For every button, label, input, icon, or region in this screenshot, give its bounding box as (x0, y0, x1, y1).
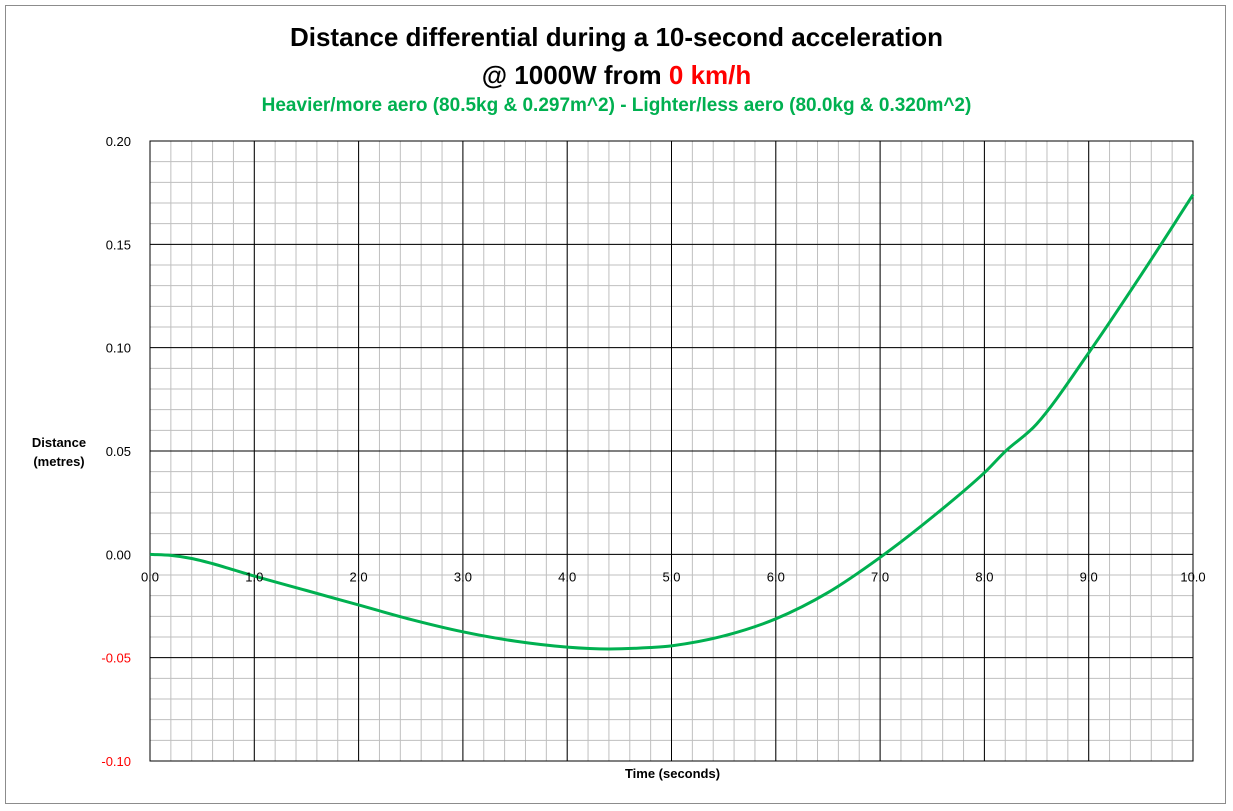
title-line2-prefix: @ 1000W from (481, 60, 669, 90)
tick-labels: -0.10 -0.05 0.00 0.05 0.10 0.15 0.20 0.0 1.0 2.0 3… (101, 134, 1205, 769)
x-tick-label: 4.0 (558, 569, 576, 584)
y-tick-label: -0.10 (101, 754, 131, 769)
x-tick-label: 9.0 (1080, 569, 1098, 584)
x-tick-label: 0.0 (141, 569, 159, 584)
chart-title-line2: @ 1000W from 0 km/h (0, 60, 1233, 91)
x-axis-label: Time (seconds) (624, 766, 721, 781)
series-line (149, 193, 1195, 651)
x-tick-label: 7.0 (871, 569, 889, 584)
y-tick-label: 0.05 (106, 444, 131, 459)
major-grid (150, 141, 1193, 761)
chart-frame (5, 5, 1226, 804)
x-tick-label: 10.0 (1180, 569, 1205, 584)
y-tick-label: 0.10 (106, 341, 131, 356)
x-tick-label: 1.0 (245, 569, 263, 584)
y-tick-label: -0.05 (101, 651, 131, 666)
y-tick-label: 0.20 (106, 134, 131, 149)
series-layer (149, 193, 1195, 651)
y-tick-label: 0.15 (106, 237, 131, 252)
y-axis-label-line2: (metres) (33, 454, 85, 469)
y-axis-label: Distance (metres) (24, 433, 94, 471)
plot-border (149, 140, 1194, 762)
title-speed-highlight: 0 km/h (668, 60, 752, 90)
x-tick-label: 3.0 (454, 569, 472, 584)
chart-title: Distance differential during a 10-second… (289, 22, 944, 52)
x-tick-label: 6.0 (767, 569, 785, 584)
plot-area-border (149, 140, 1194, 762)
x-tick-label: 2.0 (350, 569, 368, 584)
chart-subtitle: Heavier/more aero (80.5kg & 0.297m^2) - … (261, 95, 972, 116)
x-tick-label: 5.0 (662, 569, 680, 584)
y-tick-label: 0.00 (106, 547, 131, 562)
y-axis-label-line1: Distance (31, 435, 87, 450)
x-tick-label: 8.0 (975, 569, 993, 584)
